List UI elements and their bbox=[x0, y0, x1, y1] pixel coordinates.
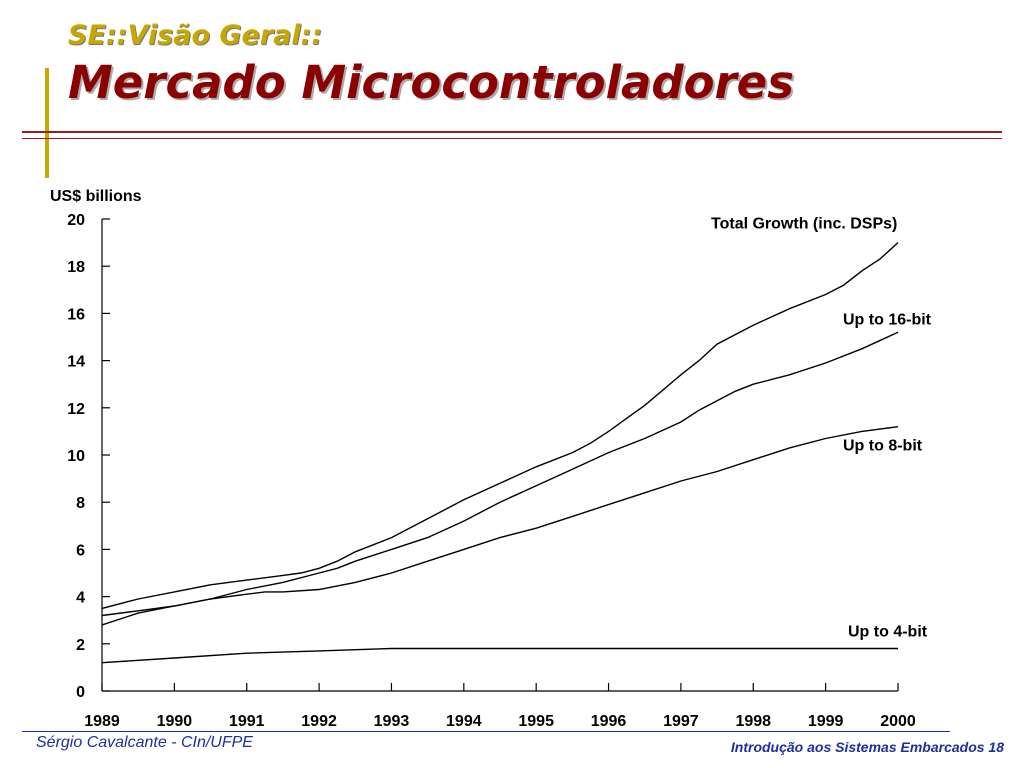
title-rule-thin bbox=[22, 138, 1002, 139]
y-axis-label: US$ billions bbox=[50, 188, 142, 205]
y-tick-label: 8 bbox=[76, 495, 85, 512]
footer-author: Sérgio Cavalcante - CIn/UFPE bbox=[36, 734, 253, 751]
y-tick-label: 10 bbox=[67, 448, 85, 465]
x-tick-label: 1990 bbox=[157, 713, 193, 730]
y-tick-label: 0 bbox=[76, 684, 85, 701]
x-tick-label: 1997 bbox=[663, 713, 699, 730]
footer-course-page: Introdução aos Sistemas Embarcados 18 bbox=[730, 739, 1004, 755]
accent-bar bbox=[45, 68, 49, 178]
x-tick-label: 1992 bbox=[301, 713, 337, 730]
x-tick-label: 1999 bbox=[808, 713, 844, 730]
series-line-4 bbox=[101, 647, 898, 664]
y-tick-label: 20 bbox=[67, 212, 85, 229]
y-tick-label: 12 bbox=[67, 401, 85, 418]
series-label-2: Up to 16-bit bbox=[843, 311, 932, 328]
series-label-4: Up to 4-bit bbox=[848, 624, 928, 641]
slide-title: Mercado Microcontroladores bbox=[68, 56, 794, 109]
x-tick-label: 1991 bbox=[229, 713, 265, 730]
y-tick-label: 18 bbox=[67, 259, 85, 276]
footer-rule bbox=[22, 731, 950, 732]
y-tick-label: 14 bbox=[67, 354, 85, 371]
x-tick-label: 1989 bbox=[84, 713, 120, 730]
y-tick-label: 2 bbox=[76, 637, 85, 654]
x-tick-label: 1993 bbox=[374, 713, 410, 730]
x-tick-label: 1998 bbox=[735, 713, 771, 730]
series-line-2 bbox=[101, 331, 899, 617]
y-tick-label: 4 bbox=[76, 590, 85, 607]
series-label-3: Up to 8-bit bbox=[843, 438, 923, 455]
series-line-3 bbox=[101, 426, 899, 626]
y-tick-label: 6 bbox=[76, 542, 85, 559]
x-tick-label: 1994 bbox=[446, 713, 482, 730]
series-label-1: Total Growth (inc. DSPs) bbox=[711, 216, 897, 233]
x-tick-label: 1996 bbox=[591, 713, 627, 730]
y-tick-label: 16 bbox=[67, 306, 85, 323]
x-tick-label: 1995 bbox=[518, 713, 554, 730]
slide-subtitle: SE::Visão Geral:: bbox=[68, 20, 323, 51]
x-tick-label: 2000 bbox=[880, 713, 916, 730]
series-line-1 bbox=[101, 242, 899, 610]
title-rule bbox=[22, 131, 1002, 133]
